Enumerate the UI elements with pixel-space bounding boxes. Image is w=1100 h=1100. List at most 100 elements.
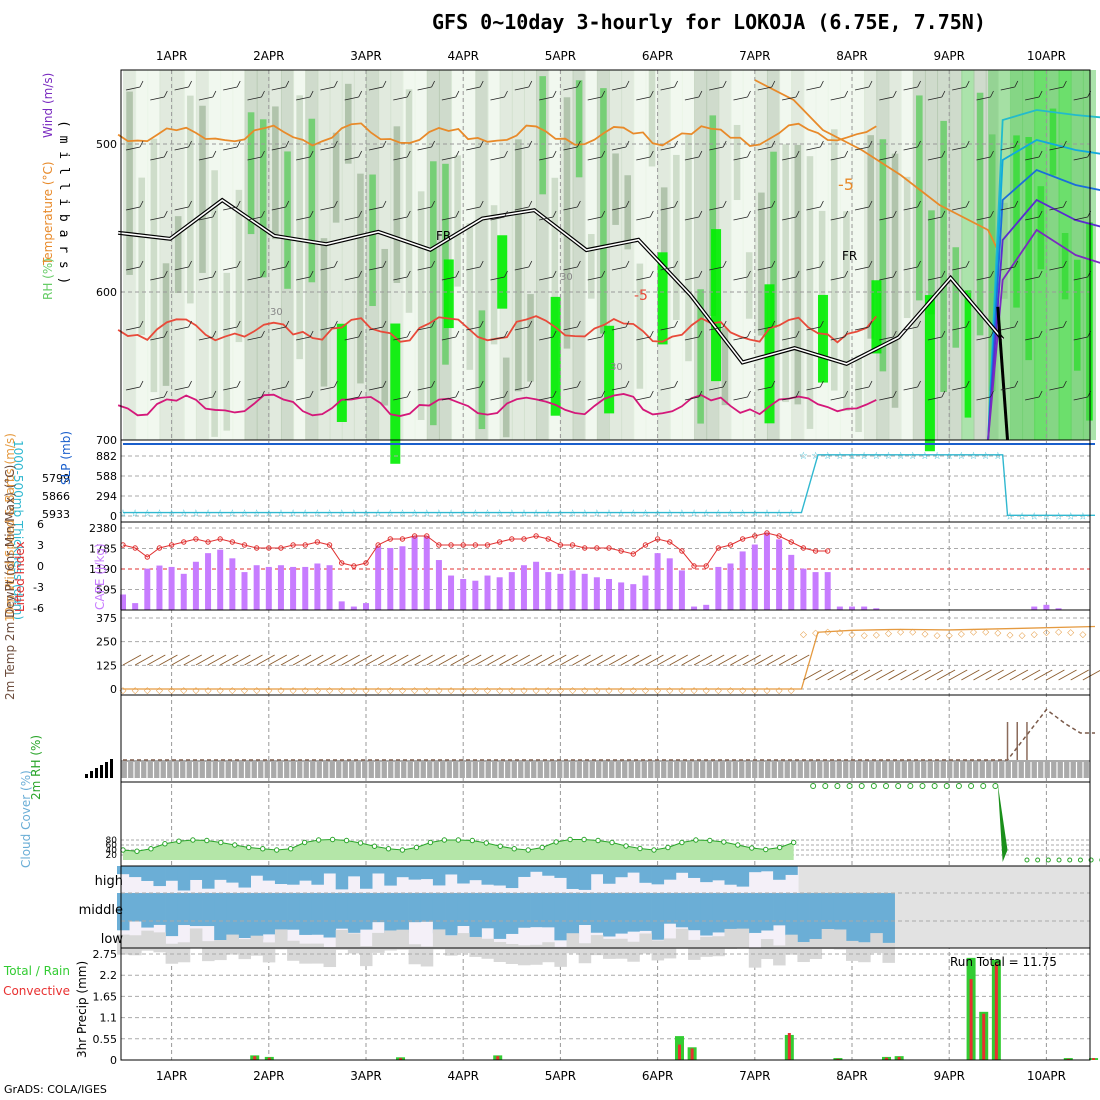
cloud-high-bar <box>493 866 507 886</box>
wind-barb-flag <box>965 380 970 388</box>
rh-label: 30 <box>610 362 623 373</box>
wind10-marker: ◇ <box>326 686 333 696</box>
cape-bar <box>824 572 831 610</box>
rh-bright-core <box>390 323 401 464</box>
rh-shade-core <box>697 289 704 424</box>
wind10-barb <box>1082 669 1100 681</box>
cloud-high-bar <box>372 866 385 874</box>
wind-barb <box>806 86 821 91</box>
rh-shade-core <box>721 328 729 406</box>
top-date-label: 4APR <box>447 49 478 63</box>
top-date-label: 9APR <box>933 49 964 63</box>
wind10-marker: ◇ <box>836 628 843 638</box>
wind10-marker: ◇ <box>654 686 661 696</box>
rh-shade-core <box>417 191 425 420</box>
cape-bar <box>678 570 685 610</box>
wind-barb <box>684 276 699 281</box>
wind-barb-flag <box>844 390 849 398</box>
cape-bar <box>338 601 345 610</box>
wind-barb-flag <box>722 200 727 208</box>
rh-shade-core <box>515 139 522 392</box>
wind-barb-flag <box>625 320 630 328</box>
wind10-barb <box>863 669 883 681</box>
precip-convective-bar <box>253 1056 257 1060</box>
wind-barb <box>320 146 335 151</box>
cloud-middle-bar <box>238 893 251 939</box>
wind-barb <box>490 216 505 221</box>
thickness-marker: ☆ <box>519 509 528 520</box>
wind-barb <box>368 326 384 331</box>
wind10-barb <box>390 654 409 666</box>
wind-barb-flag <box>358 270 363 278</box>
cloud-low-bar <box>432 929 446 950</box>
wind-barb-flag <box>577 320 581 328</box>
wind-barb-flag <box>406 150 411 158</box>
wind-barb-flag <box>139 140 144 148</box>
wind10-marker: ◇ <box>751 686 758 696</box>
rh-shade-core <box>490 205 498 345</box>
wind-barb <box>587 396 602 401</box>
cloud-low-bar <box>202 941 215 962</box>
cloud-middle-bar <box>603 893 616 937</box>
thickness-marker: ☆ <box>835 451 844 462</box>
rh-shade-core <box>964 290 972 418</box>
wind10-barb <box>122 654 142 666</box>
upper-air-ylabel: ( m i l l i b a r s ) <box>56 120 71 284</box>
cloud-middle-bar <box>724 893 737 932</box>
cloud-high-bar <box>323 866 337 874</box>
cloud-high-bar <box>651 866 665 885</box>
wind-barb <box>1000 86 1015 91</box>
wind-barb-flag <box>674 260 678 268</box>
cape-bar <box>156 565 163 610</box>
wind-barb-flag <box>795 330 800 338</box>
wind-barb <box>247 216 262 221</box>
wind-barb-flag <box>406 210 411 218</box>
precip-convective-bar <box>836 1058 840 1060</box>
freezing-level-label: FR <box>436 229 451 243</box>
wind-barb <box>223 386 238 391</box>
thickness-marker: ☆ <box>240 509 249 520</box>
cape-bar <box>739 551 746 610</box>
wind-barb-flag <box>698 330 703 338</box>
thickness-marker: ☆ <box>884 451 893 462</box>
thickness-marker: ☆ <box>386 509 395 520</box>
wind-barb-flag <box>868 380 873 388</box>
rh-bright-core <box>604 325 615 414</box>
wind-barb-flag <box>990 330 994 338</box>
wind-barb-flag <box>261 270 265 278</box>
wind-barb-flag <box>917 140 921 148</box>
rh-shade-core <box>199 105 206 273</box>
wind-barb-flag <box>285 320 290 328</box>
rh2m-point <box>1077 857 1083 863</box>
wind-barb-flag <box>528 80 533 88</box>
li-point <box>630 551 636 557</box>
li-point <box>193 536 199 542</box>
wind-barb <box>344 276 359 281</box>
cape-bar <box>290 566 297 610</box>
cloud-middle-bar <box>274 893 288 939</box>
rh2m-point <box>315 837 322 843</box>
cape-bar <box>642 575 649 610</box>
wind-barb <box>563 266 578 271</box>
li-point <box>679 548 685 554</box>
rh-shade-core <box>624 175 632 250</box>
rh2m-point <box>763 846 769 853</box>
wind10-marker: ◇ <box>290 686 297 696</box>
thickness-marker: ☆ <box>313 509 322 520</box>
li-point <box>739 536 746 542</box>
cloud-low-bar <box>396 929 409 950</box>
cloud-low-bar <box>700 936 713 957</box>
cloud-low-bar <box>773 945 786 966</box>
wind10-marker: ◇ <box>946 631 953 641</box>
rh-shade-core <box>758 192 765 336</box>
rh-shade-core <box>247 112 255 235</box>
cloud-middle-bar <box>481 893 494 929</box>
wind-barb <box>952 146 967 151</box>
top-date-label: 6APR <box>642 49 673 63</box>
cape-bar <box>435 560 442 610</box>
wind10-marker: ◇ <box>934 631 941 641</box>
rh2m-point <box>777 844 783 851</box>
wind-barb <box>271 386 286 391</box>
wind-barb-flag <box>1063 260 1067 268</box>
cloud-high-bar <box>420 866 434 880</box>
